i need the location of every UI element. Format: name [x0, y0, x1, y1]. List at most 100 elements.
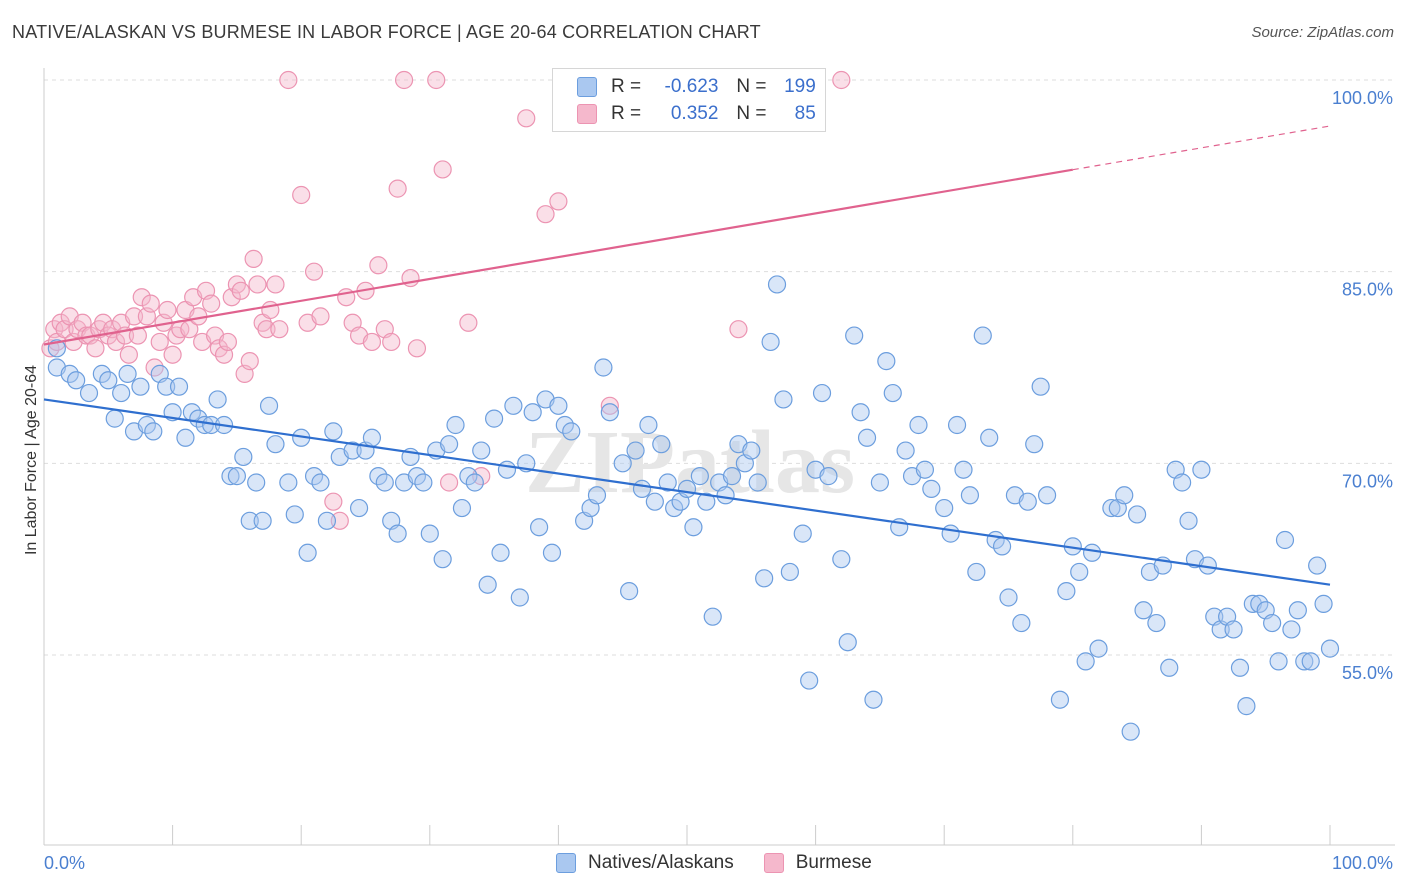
data-point — [536, 205, 555, 224]
trend-line — [43, 168, 1073, 346]
data-point — [774, 390, 793, 409]
data-point — [240, 511, 259, 530]
data-point — [832, 550, 851, 569]
data-point — [158, 300, 177, 320]
x-tick-labels: 0.0% 100.0% — [44, 853, 1393, 873]
data-point — [311, 473, 330, 492]
data-point — [1237, 697, 1256, 716]
data-point — [119, 345, 138, 364]
y-tick-labels: 55.0% 70.0% 85.0% 100.0% — [1332, 88, 1393, 683]
data-point — [202, 294, 221, 313]
data-point — [915, 460, 935, 479]
data-point — [112, 383, 131, 403]
data-point — [549, 192, 568, 211]
data-point — [780, 562, 799, 582]
data-point — [838, 633, 857, 652]
data-point — [253, 511, 272, 530]
legend-row-natives: R = -0.623 N = 199 — [577, 75, 816, 99]
data-point — [388, 524, 407, 543]
data-point — [562, 422, 581, 441]
data-point — [864, 690, 883, 709]
data-point — [690, 467, 709, 486]
data-point — [1082, 543, 1102, 562]
pink-swatch — [763, 853, 784, 873]
data-point — [523, 403, 542, 422]
trend-line-extension — [1072, 125, 1331, 171]
data-point — [1160, 658, 1179, 677]
blue-swatch — [556, 853, 576, 873]
data-point — [131, 377, 150, 396]
data-point — [722, 467, 742, 486]
data-point — [362, 428, 382, 447]
data-point — [1224, 620, 1243, 639]
data-point — [497, 460, 517, 479]
r-label: R = — [611, 103, 642, 124]
data-point — [1308, 556, 1327, 575]
data-point — [452, 498, 472, 518]
data-point — [1275, 530, 1295, 550]
data-point — [105, 409, 124, 428]
data-point — [304, 262, 324, 281]
data-point — [67, 371, 86, 390]
data-point — [1057, 582, 1076, 601]
data-point — [150, 332, 169, 352]
stats-legend: R = -0.623 N = 199 R = 0.352 N = 85 — [552, 68, 826, 132]
data-point — [141, 294, 160, 313]
data-point — [1179, 511, 1198, 530]
data-point — [414, 473, 433, 492]
data-point — [292, 185, 311, 205]
data-point — [163, 345, 182, 364]
data-point — [845, 326, 864, 345]
data-point — [742, 441, 761, 460]
r-value: -0.623 — [664, 76, 719, 97]
data-point — [420, 524, 439, 543]
data-point — [124, 307, 144, 326]
data-point — [106, 332, 126, 352]
data-point — [1320, 639, 1340, 658]
data-point — [478, 575, 497, 594]
trend-lines — [43, 125, 1331, 586]
data-point — [427, 70, 446, 90]
y-tick-label: 70.0% — [1342, 471, 1393, 491]
data-point — [922, 479, 941, 498]
data-point — [1269, 652, 1288, 671]
data-point — [343, 441, 362, 460]
data-point — [639, 415, 658, 435]
data-point — [980, 428, 999, 447]
data-point — [909, 415, 928, 435]
data-point — [877, 352, 896, 371]
data-point — [587, 486, 607, 505]
data-point — [1295, 652, 1314, 671]
pink-swatch — [577, 104, 597, 124]
y-tick-label: 100.0% — [1332, 88, 1393, 108]
data-point — [1115, 486, 1134, 505]
data-point — [369, 256, 388, 275]
legend-item-natives: Natives/Alaskans — [556, 852, 734, 874]
data-point — [677, 479, 697, 498]
data-point — [227, 467, 246, 486]
data-point — [935, 498, 954, 518]
data-point — [800, 671, 819, 690]
n-label: N = — [736, 76, 767, 97]
data-point — [231, 281, 250, 300]
data-point — [433, 550, 452, 569]
data-point — [407, 339, 427, 358]
data-point — [382, 332, 401, 352]
data-point — [317, 511, 337, 530]
burmese-points — [41, 70, 851, 530]
data-point — [375, 473, 394, 492]
data-point — [1230, 658, 1250, 677]
data-point — [1031, 377, 1050, 396]
data-point — [221, 467, 240, 486]
series-legend: Natives/Alaskans Burmese — [556, 852, 902, 874]
x-tick-label: 0.0% — [44, 853, 85, 873]
data-point — [169, 377, 189, 396]
data-point — [716, 486, 735, 505]
data-point — [992, 537, 1012, 556]
data-point — [1050, 690, 1070, 709]
data-point — [79, 383, 99, 403]
data-point — [620, 582, 639, 601]
data-point — [324, 422, 343, 441]
data-point — [954, 460, 973, 479]
